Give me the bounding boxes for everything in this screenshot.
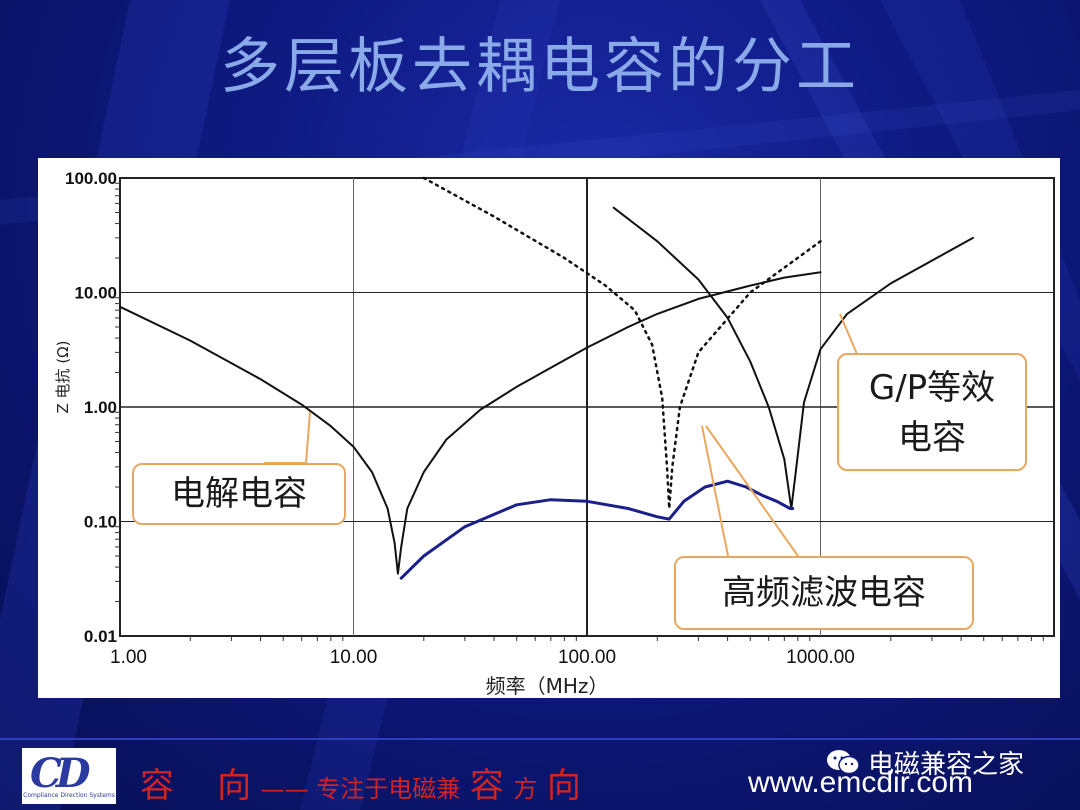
wechat-icon [827, 750, 860, 775]
slogan: 容 向 —— 专注于电磁兼 容 方 向 [140, 758, 581, 807]
footer-divider [0, 738, 1080, 740]
company-logo: CD Compliance Direction Systems [22, 748, 116, 804]
series-line-1 [119, 271, 822, 575]
y-tick-label: 0.01 [84, 627, 117, 646]
series-line-4 [399, 479, 795, 580]
x-tick-label: 1000.00 [786, 647, 855, 668]
callout-plane-capacitance-line1: G/P等效 [868, 368, 996, 408]
y-tick-label: 10.00 [74, 284, 117, 303]
impedance-chart: 100.00 10.00 1.00 0.10 0.01 1.00 10.00 100.00 10… [38, 158, 1060, 698]
x-tick-label: 100.00 [558, 647, 616, 668]
callout-plane-capacitance: G/P等效 电容 [837, 353, 1027, 471]
leader-high-frequency-b [705, 425, 799, 557]
callout-high-frequency-text: 高频滤波电容 [722, 573, 926, 613]
logo-caption: Compliance Direction Systems [23, 792, 115, 799]
wechat-badge: 电磁兼容之家 [826, 742, 1024, 782]
callout-high-frequency: 高频滤波电容 [674, 556, 974, 630]
slogan-char-1: 容 [140, 766, 174, 806]
series-line-2 [422, 176, 822, 510]
y-axis-label: Z 电抗 (Ω) [54, 341, 72, 414]
callout-plane-capacitance-line2: 电容 [898, 418, 966, 458]
x-tick-label: 1.00 [110, 647, 147, 668]
website-url[interactable]: www.emcdir.com [748, 766, 974, 799]
slogan-phrase: 专注于电磁兼 [316, 775, 461, 803]
callout-electrolytic-text: 电解电容 [171, 474, 307, 514]
x-tick-label: 10.00 [330, 647, 378, 668]
slogan-char-2: 向 [217, 766, 252, 806]
slide-title: 多层板去耦电容的分工 [220, 32, 860, 102]
slogan-char-5: 向 [546, 766, 581, 806]
slogan-char-4: 方 [513, 775, 538, 803]
callout-electrolytic: 电解电容 [132, 463, 346, 525]
x-axis-label: 频率（MHz） [486, 674, 609, 698]
y-tick-label: 0.10 [84, 513, 117, 532]
slogan-char-3: 容 [469, 766, 504, 806]
leader-electrolytic [264, 411, 311, 464]
y-tick-label: 1.00 [84, 398, 117, 417]
slogan-dash: —— [260, 775, 317, 803]
y-tick-label: 100.00 [65, 169, 117, 188]
logo-mark: CD [30, 750, 90, 797]
wechat-account-name: 电磁兼容之家 [868, 749, 1025, 780]
leader-high-frequency-a [701, 425, 729, 557]
